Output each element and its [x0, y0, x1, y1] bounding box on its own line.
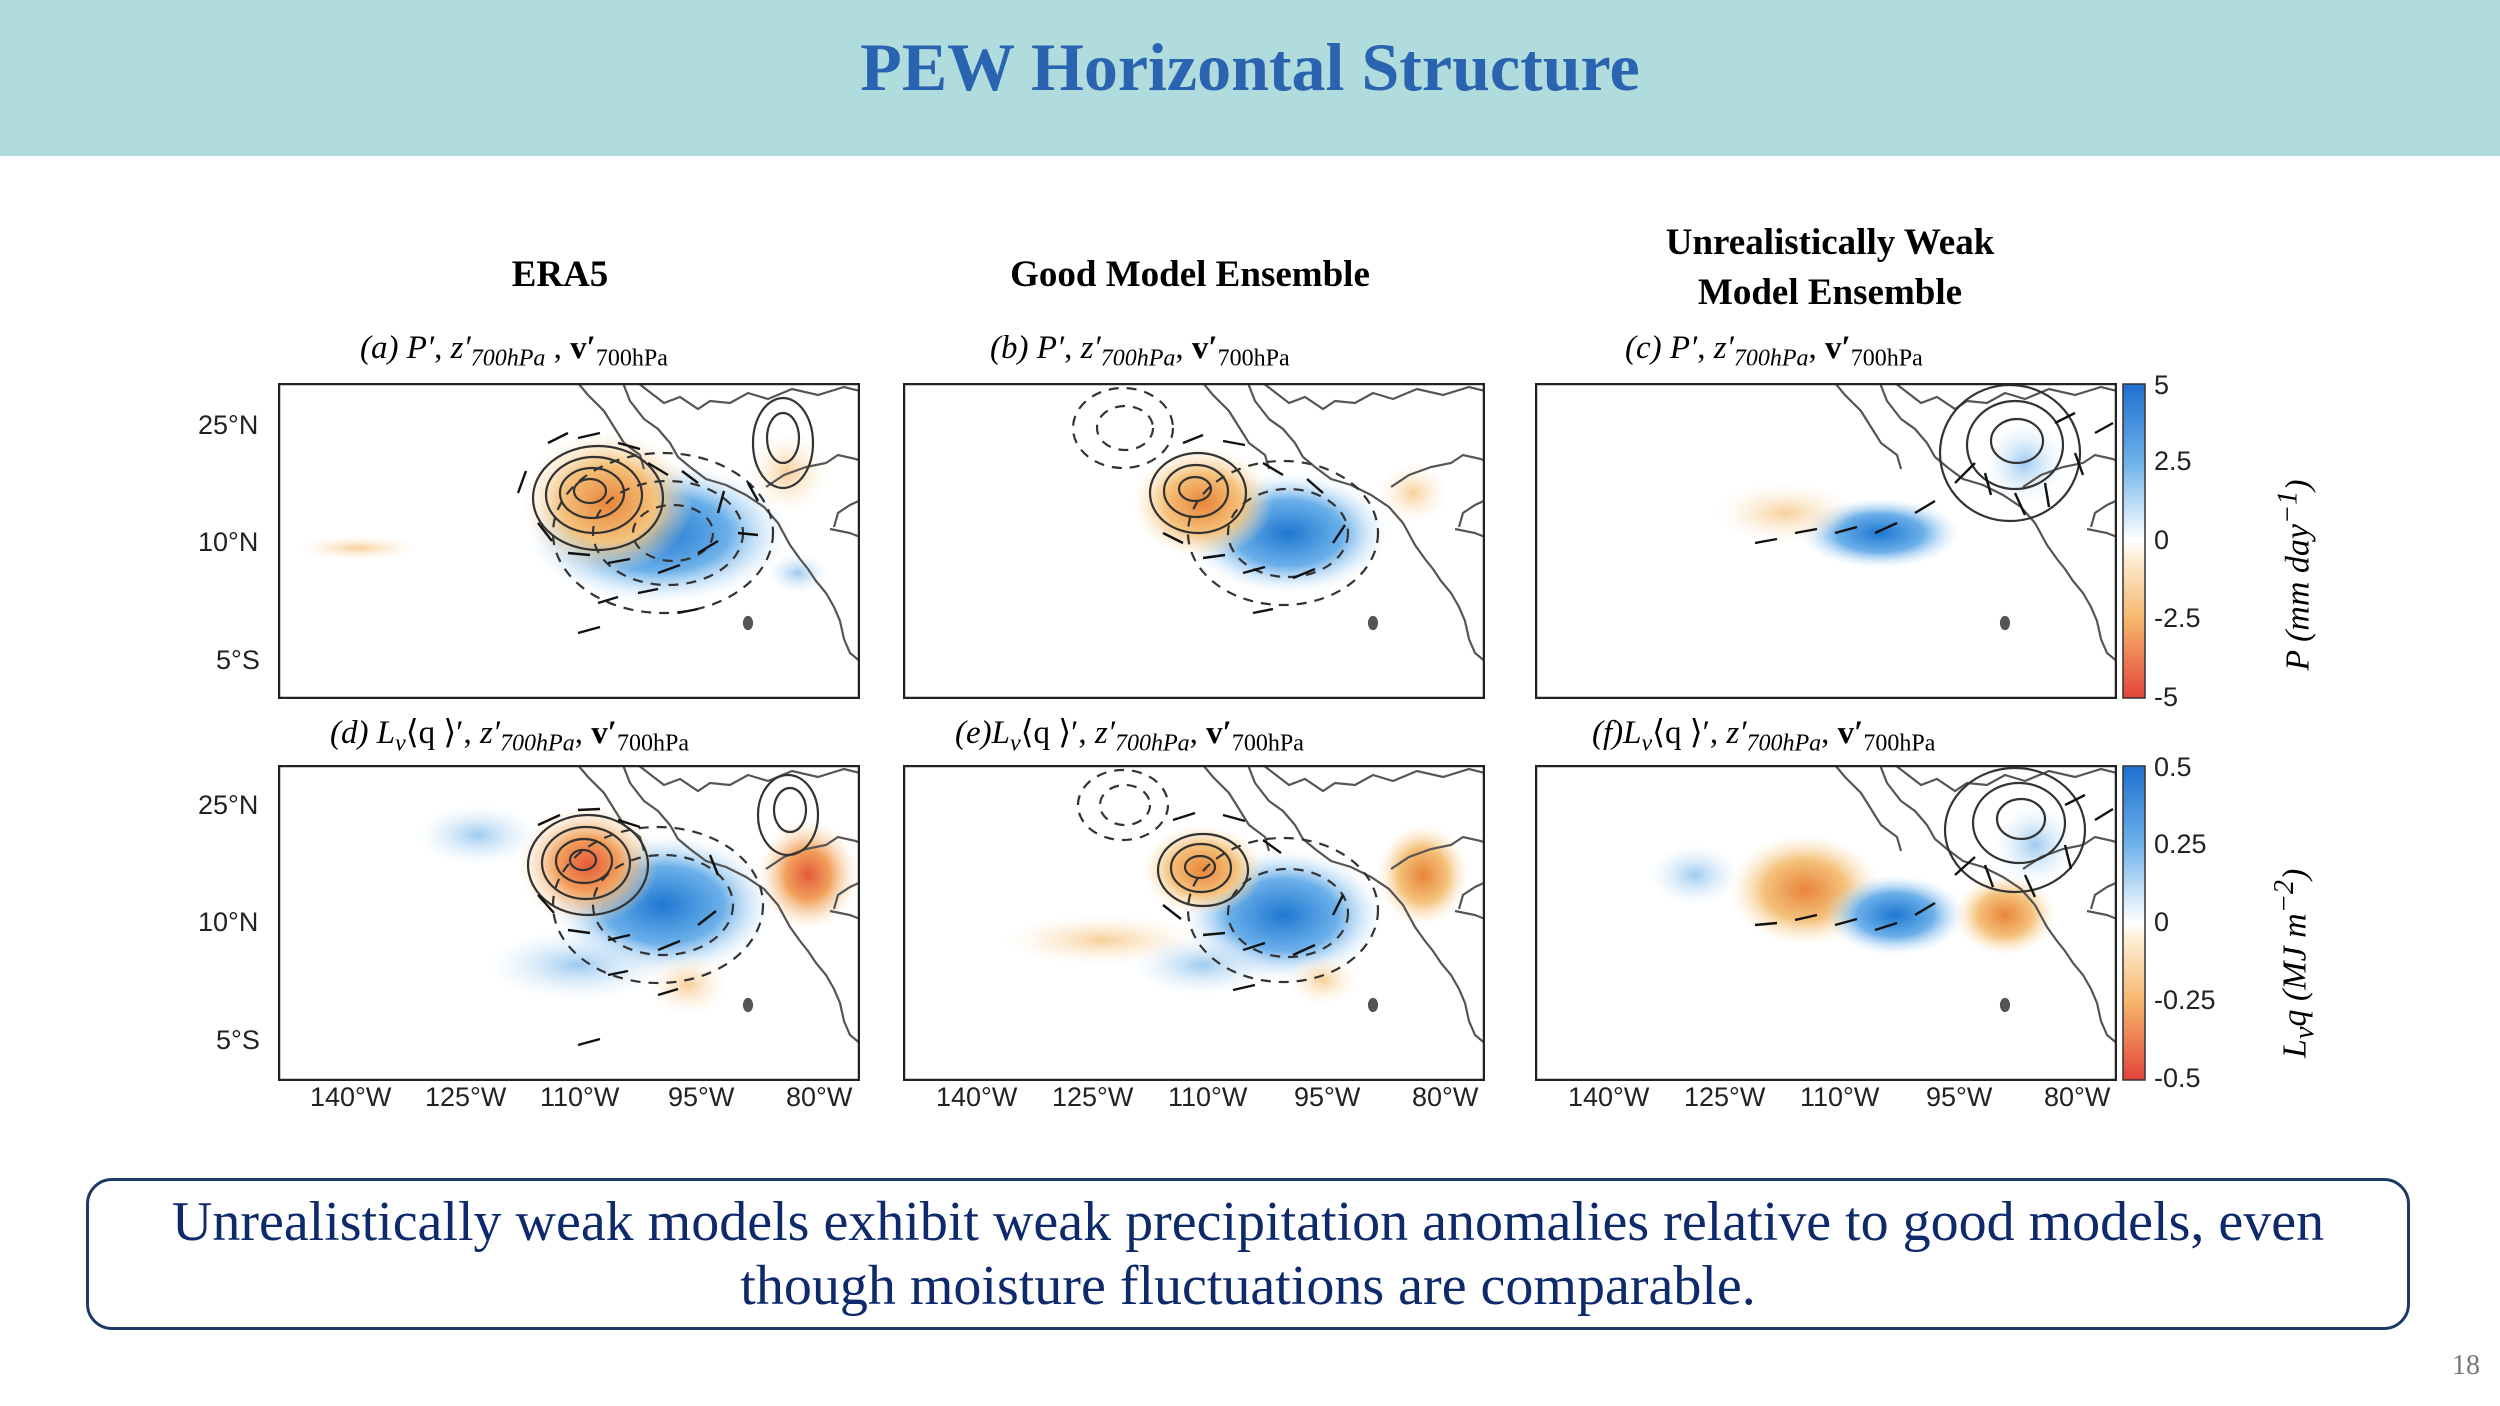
shade-orange: [1378, 825, 1468, 925]
lon-label: 140°W: [1568, 1082, 1650, 1112]
panel-title-b: (b) P′, z′700hPa, v′700hPa: [990, 330, 1290, 372]
panel-title-e: (e)Lv⟨q ⟩′, z′700hPa, v′700hPa: [955, 715, 1304, 757]
colorbar-tick: 0.25: [2154, 829, 2207, 859]
colorbar-tick: -0.25: [2154, 985, 2216, 1015]
summary-text: Unrealistically weak models exhibit weak…: [171, 1191, 2325, 1317]
wind-vectors: [1162, 433, 1346, 615]
colorbar-moisture: [2122, 765, 2146, 1081]
colorbar-tick: 2.5: [2154, 446, 2192, 476]
lon-label: 110°W: [1168, 1082, 1248, 1112]
column-title-era5: ERA5: [511, 254, 609, 295]
lon-label: 110°W: [540, 1082, 620, 1112]
panel-title-a: (a) P′, z′700hPa , v′700hPa: [360, 330, 668, 372]
lat-label: 25°N: [198, 790, 259, 820]
lat-label: 25°N: [198, 410, 259, 440]
colorbar-precip: [2122, 383, 2146, 699]
lat-label: 5°S: [216, 645, 260, 675]
weak-title-line1: Unrealistically Weak: [1665, 222, 1995, 263]
colorbar-tick: -5: [2154, 682, 2179, 712]
colorbar-tick: 0: [2154, 907, 2170, 937]
z-contours-positive: [1148, 451, 1248, 535]
colorbar-tick: -0.5: [2154, 1063, 2201, 1093]
lon-label: 95°W: [668, 1082, 735, 1112]
shade-blue-light: [1995, 805, 2075, 885]
lon-label: 95°W: [1926, 1082, 1993, 1112]
shade-orange: [1133, 448, 1273, 558]
lon-label: 125°W: [1684, 1082, 1766, 1112]
map-frame: [903, 765, 1485, 1081]
z-contours-positive: [526, 773, 820, 917]
z-contours-negative: [1071, 386, 1380, 607]
map-frame: [1535, 383, 2117, 699]
wind-vectors: [1754, 793, 2114, 932]
title-band: PEW Horizontal Structure: [0, 0, 2500, 156]
shade-blue-light: [488, 930, 668, 1000]
lat-label: 10°N: [198, 527, 259, 557]
colorbar-tick: 0.5: [2154, 752, 2192, 782]
map-panel-b: [903, 383, 1485, 699]
panel-title-f: (f)Lv⟨q ⟩′, z′700hPa, v′700hPa: [1592, 715, 1936, 757]
z-contours-positive: [1156, 832, 1250, 908]
z-contours-positive: [1943, 766, 2087, 894]
map-frame: [278, 765, 860, 1081]
lon-label: 140°W: [936, 1082, 1018, 1112]
summary-box: Unrealistically weak models exhibit weak…: [86, 1178, 2410, 1330]
shade-orange: [518, 805, 658, 925]
colorbar-tick: 5: [2154, 370, 2170, 400]
shade-orange-light: [648, 955, 728, 1015]
shade-orange-light: [1288, 955, 1358, 1005]
lon-label: 140°W: [310, 1082, 392, 1112]
column-title-weak-models: Unrealistically Weak Model Ensemble: [1530, 218, 2130, 318]
panel-title-d: (d) Lv⟨q ⟩′, z′700hPa, v′700hPa: [330, 715, 689, 757]
wind-vectors: [516, 431, 760, 635]
shade-red: [758, 820, 858, 930]
slide-title: PEW Horizontal Structure: [860, 29, 1640, 105]
weak-title-line2: Model Ensemble: [1697, 272, 1963, 313]
lon-label: 125°W: [425, 1082, 507, 1112]
colorbar-tick: -2.5: [2154, 603, 2201, 633]
shade-blue-light: [768, 553, 828, 593]
lat-label: 5°S: [216, 1025, 260, 1055]
z-contours-negative: [551, 825, 765, 985]
lon-label: 80°W: [786, 1082, 853, 1112]
shade-blue-light: [1133, 935, 1273, 995]
shade-blue-light: [418, 805, 538, 865]
lon-label: 80°W: [2044, 1082, 2111, 1112]
shade-orange: [1955, 875, 2055, 955]
shade-blue-light: [1650, 845, 1740, 905]
lon-label: 80°W: [1412, 1082, 1479, 1112]
wind-vectors: [1754, 411, 2114, 545]
panel-title-c: (c) P′, z′700hPa, v′700hPa: [1625, 330, 1923, 372]
column-title-good-models: Good Model Ensemble: [1010, 254, 1370, 295]
colorbar-title-moisture: Lvq (MJ m−2): [2268, 868, 2321, 1059]
lon-label: 110°W: [1800, 1082, 1880, 1112]
colorbar-tick: 0: [2154, 525, 2170, 555]
map-frame: [1535, 765, 2117, 1081]
page-number: 18: [2452, 1350, 2480, 1381]
map-panel-e: [903, 765, 1485, 1081]
shade-blue: [1825, 875, 1965, 955]
shade-orange-light: [1715, 483, 1855, 543]
lat-label: 10°N: [198, 907, 259, 937]
map-panel-c: [1535, 383, 2117, 699]
shade-orange-light: [1378, 463, 1448, 523]
map-panel-f: [1535, 765, 2117, 1081]
shade-orange-light: [298, 536, 418, 560]
wind-vectors: [537, 807, 720, 1047]
map-panel-d: [278, 765, 860, 1081]
map-frame: [903, 383, 1485, 699]
map-panel-a: [278, 383, 860, 699]
colorbar-title-precip: P (mm day−1): [2272, 479, 2317, 671]
wind-vectors: [1162, 811, 1345, 992]
lon-label: 95°W: [1294, 1082, 1361, 1112]
map-frame: [278, 383, 860, 699]
lon-label: 125°W: [1052, 1082, 1134, 1112]
z-contours-negative: [1076, 768, 1380, 984]
